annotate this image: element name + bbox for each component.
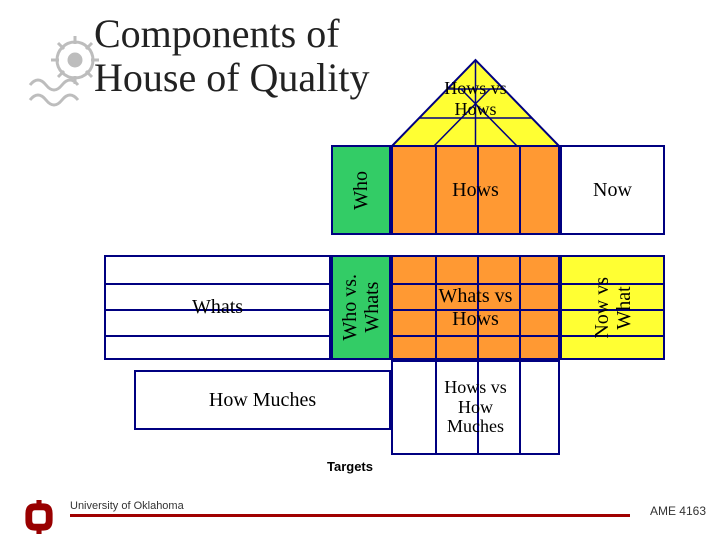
targets-label: Targets bbox=[305, 459, 395, 474]
hows-box: Hows bbox=[391, 145, 560, 235]
now-vs-what-box: Now vs What bbox=[560, 255, 665, 360]
whats-vs-hows-box: Whats vs Hows bbox=[391, 255, 560, 360]
who-box: Who bbox=[331, 145, 391, 235]
footer: University of Oklahoma AME 4163 bbox=[0, 498, 720, 530]
how-muches-box: How Muches bbox=[134, 370, 391, 430]
whats-vs-hows-label: Whats vs Hows bbox=[439, 285, 513, 331]
hows-label: Hows bbox=[452, 179, 499, 202]
whats-box: Whats bbox=[104, 255, 331, 360]
roof-triangle bbox=[391, 60, 560, 147]
who-vs-whats-label: Who vs. Whats bbox=[339, 274, 383, 341]
ou-logo-icon bbox=[22, 500, 56, 534]
now-box: Now bbox=[560, 145, 665, 235]
now-vs-what-label: Now vs What bbox=[591, 277, 635, 339]
footer-divider bbox=[70, 514, 630, 517]
whats-label: Whats bbox=[192, 296, 243, 319]
house-of-quality-diagram: Hows vs Hows Who Hows Now Whats Who vs. … bbox=[0, 60, 720, 480]
who-label: Who bbox=[350, 171, 373, 210]
hows-vs-howmuches-label: Hows vs How Muches bbox=[444, 378, 507, 437]
hows-vs-howmuches-box: Hows vs How Muches bbox=[391, 360, 560, 455]
title-line-1: Components of bbox=[94, 11, 340, 56]
footer-university: University of Oklahoma bbox=[70, 500, 190, 512]
now-label: Now bbox=[593, 179, 632, 202]
how-muches-label: How Muches bbox=[209, 389, 316, 412]
who-vs-whats-box: Who vs. Whats bbox=[331, 255, 391, 360]
footer-course: AME 4163 bbox=[644, 504, 706, 518]
